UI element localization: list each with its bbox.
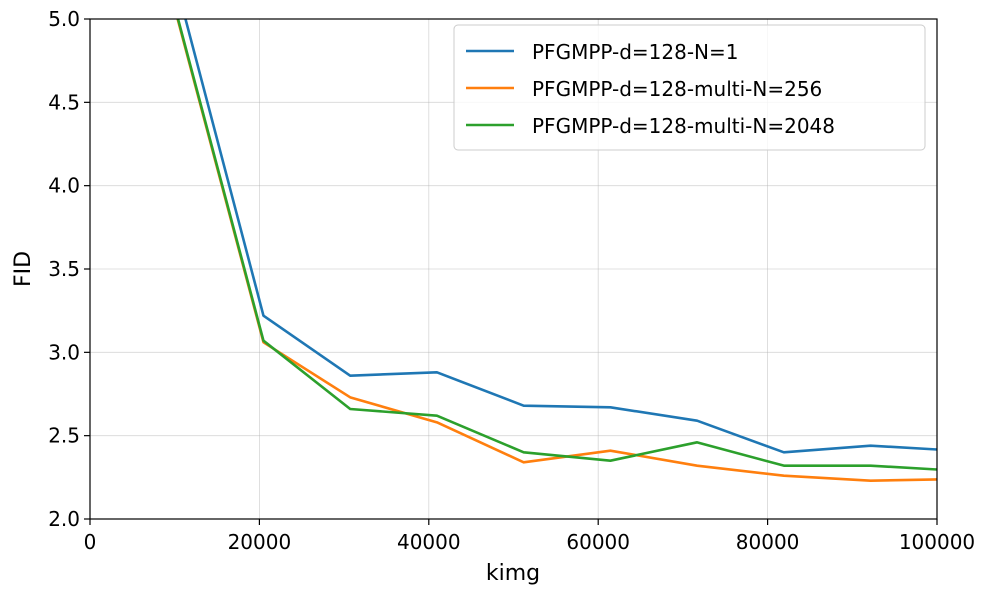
x-tick-label: 20000 [228, 530, 292, 554]
y-tick-label: 3.5 [48, 257, 80, 281]
x-tick-label: 60000 [566, 530, 630, 554]
y-axis-label: FID [11, 251, 36, 287]
x-tick-label: 40000 [397, 530, 461, 554]
y-tick-label: 2.5 [48, 424, 80, 448]
y-tick-label: 2.0 [48, 507, 80, 531]
legend-label-1: PFGMPP-d=128-multi-N=256 [532, 77, 822, 101]
y-tick-label: 4.5 [48, 90, 80, 114]
y-tick-label: 3.0 [48, 340, 80, 364]
series-lines [176, 19, 937, 482]
x-tick-label: 80000 [736, 530, 800, 554]
x-axis: 0 20000 40000 60000 80000 100000 [84, 519, 975, 554]
y-tick-label: 4.0 [48, 174, 80, 198]
series-line-0 [184, 19, 937, 454]
legend-label-2: PFGMPP-d=128-multi-N=2048 [532, 114, 835, 138]
x-axis-label: kimg [486, 561, 540, 586]
y-tick-label: 5.0 [48, 7, 80, 31]
series-line-2 [176, 19, 937, 471]
x-tick-label: 100000 [899, 530, 975, 554]
legend: PFGMPP-d=128-N=1 PFGMPP-d=128-multi-N=256… [453, 24, 926, 151]
x-tick-label: 0 [84, 530, 97, 554]
legend-label-0: PFGMPP-d=128-N=1 [532, 40, 739, 64]
legend-box [453, 24, 926, 151]
y-axis: 2.0 2.5 3.0 3.5 4.0 4.5 5.0 [48, 7, 90, 531]
